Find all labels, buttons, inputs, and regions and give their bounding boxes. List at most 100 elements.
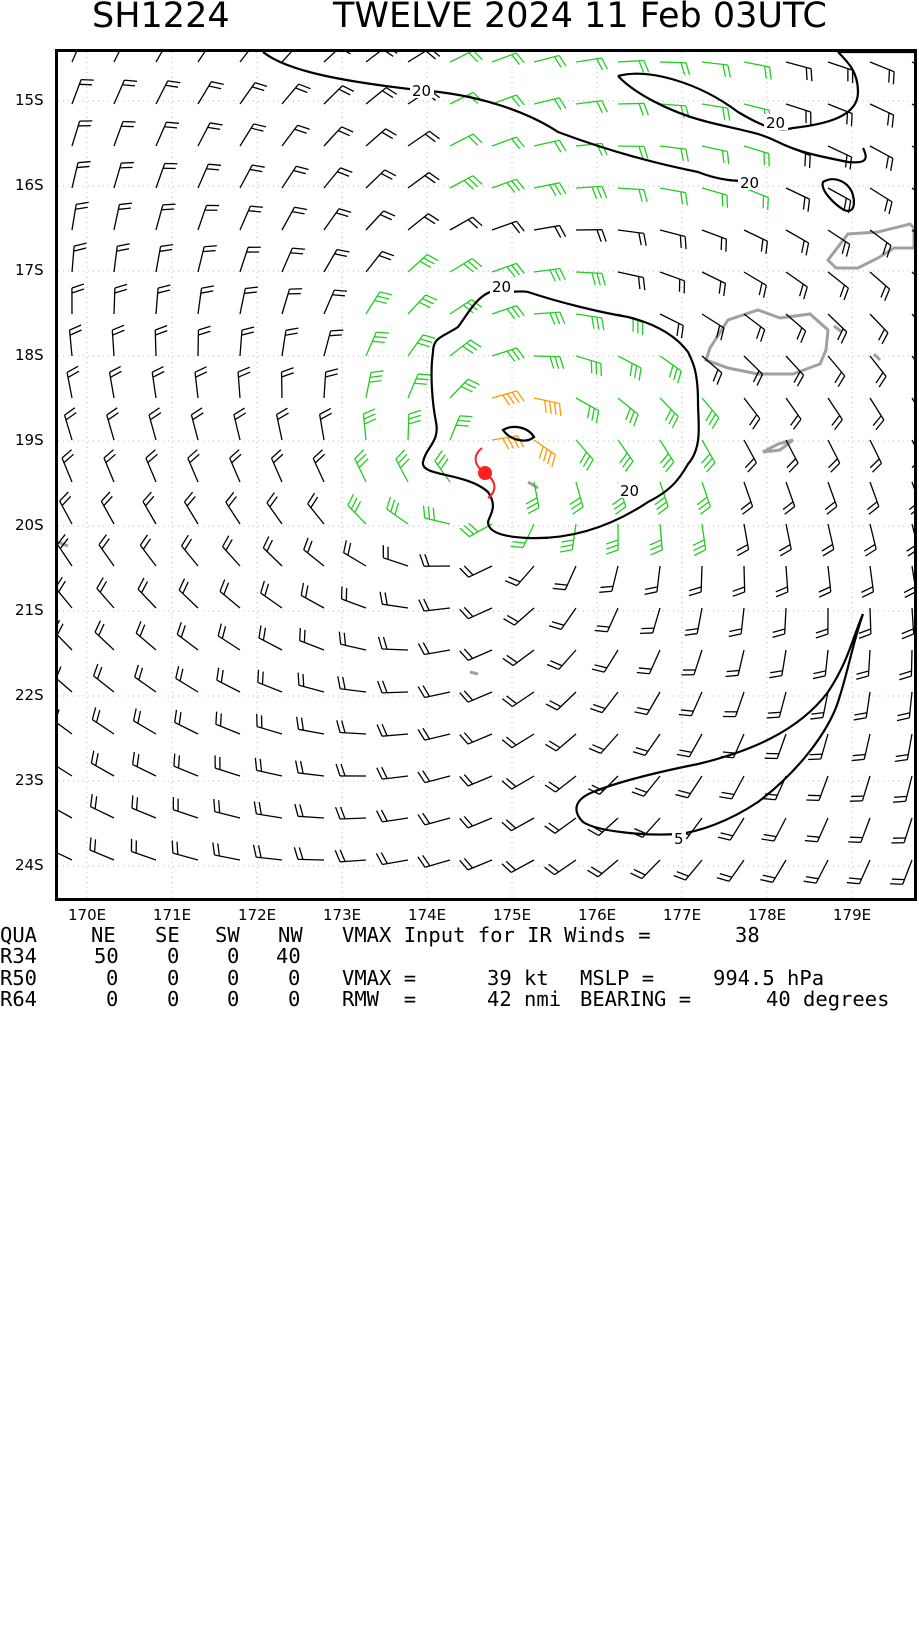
wind-barb — [702, 272, 725, 296]
wind-barb — [99, 535, 114, 566]
wind-barb — [282, 207, 307, 230]
wind-barb — [234, 408, 246, 440]
contour-label-group: 20 20 20 20 20 5 — [410, 82, 788, 848]
wind-barb — [534, 226, 566, 238]
wind-barb — [902, 608, 914, 639]
wind-barb — [72, 284, 84, 314]
wind-barb — [460, 607, 492, 618]
wind-barb — [138, 578, 156, 608]
wind-barb — [576, 230, 606, 242]
wind-barb — [912, 398, 914, 430]
wind-barb — [460, 733, 492, 744]
r34-sw: 0 — [227, 946, 239, 967]
wind-barb — [254, 845, 282, 860]
contour-label: 20 — [766, 114, 785, 132]
r64-label: R64 — [0, 989, 37, 1010]
wind-barb — [313, 450, 324, 482]
wind-barb — [198, 82, 224, 104]
vmax-label: VMAX = — [342, 968, 416, 989]
r64-ne: 0 — [106, 989, 118, 1010]
r64-se: 0 — [167, 989, 179, 1010]
wind-barb — [825, 482, 837, 514]
wind-barb — [418, 855, 450, 867]
wind-barb — [408, 255, 438, 272]
wind-barb — [176, 666, 198, 692]
wind-barb — [786, 230, 809, 255]
wind-barb — [729, 608, 744, 637]
wind-barb — [282, 368, 294, 398]
wind-barb — [240, 247, 261, 272]
wind-barb — [534, 98, 566, 110]
wind-barb — [60, 492, 72, 524]
wind-barb — [363, 409, 376, 440]
wind-barb — [191, 408, 203, 440]
wind-barb — [420, 554, 450, 566]
r34-nw: 40 — [276, 946, 301, 967]
wind-barb — [418, 643, 450, 655]
wind-barb — [618, 398, 638, 426]
wind-barb — [635, 692, 660, 714]
wind-barb — [282, 328, 298, 356]
wind-barb — [870, 62, 894, 84]
wind-barb — [828, 104, 852, 126]
wind-barb — [534, 140, 566, 152]
wind-barb — [576, 440, 593, 470]
wind-barb — [744, 440, 756, 472]
wind-barb — [366, 129, 396, 146]
wind-barb — [294, 847, 324, 860]
wind-barb — [589, 734, 618, 753]
wind-barb — [460, 691, 492, 702]
wind-barb — [408, 52, 440, 62]
wind-barb — [408, 295, 437, 314]
wind-barb — [114, 244, 130, 272]
contour-20-ne-loop-2 — [618, 76, 866, 162]
wind-barb — [378, 637, 408, 650]
wind-barb — [904, 566, 914, 598]
wind-barb — [733, 566, 745, 596]
wind-barb — [408, 335, 435, 356]
wind-barb — [460, 858, 492, 869]
wind-barb — [912, 440, 914, 472]
wind-barb — [272, 450, 283, 482]
wind-barb — [70, 325, 82, 356]
wind-barb — [177, 622, 198, 650]
wind-barb — [366, 88, 397, 104]
wind-barb — [702, 398, 719, 429]
wind-barb — [786, 62, 812, 81]
wind-barb — [895, 734, 912, 761]
wind-barb — [114, 122, 136, 146]
wind-barb — [460, 566, 492, 577]
latitude-label: 23S — [15, 771, 44, 789]
wind-barb — [366, 371, 383, 398]
wind-barb — [156, 122, 179, 146]
wind-barb — [772, 608, 786, 637]
wind-barb — [852, 734, 870, 761]
wind-barb — [226, 492, 240, 524]
wind-barb — [693, 524, 706, 555]
wind-barb — [744, 272, 766, 298]
wind-barb — [92, 707, 114, 734]
r34-se: 0 — [167, 946, 179, 967]
wind-barb — [828, 272, 848, 300]
wind-barb — [216, 712, 240, 734]
wind-barb — [744, 314, 765, 342]
wind-barb — [297, 717, 324, 734]
wind-barb — [282, 248, 305, 272]
wind-barb — [805, 818, 828, 842]
wind-barb — [822, 524, 834, 556]
latitude-label: 21S — [15, 601, 44, 619]
wind-barb — [376, 853, 408, 865]
wind-barb — [545, 818, 576, 833]
wind-barb — [640, 608, 660, 633]
wind-barb — [300, 628, 324, 650]
wind-barb — [870, 440, 881, 472]
longitude-label: 173E — [323, 906, 361, 924]
latitude-label: 16S — [15, 176, 44, 194]
latitude-label: 22S — [15, 686, 44, 704]
wind-barb — [726, 650, 744, 677]
wind-barb — [419, 599, 450, 611]
r64-nw: 0 — [288, 989, 300, 1010]
wind-barb — [907, 524, 914, 556]
wind-barb — [72, 52, 95, 62]
wind-barb — [366, 52, 397, 62]
